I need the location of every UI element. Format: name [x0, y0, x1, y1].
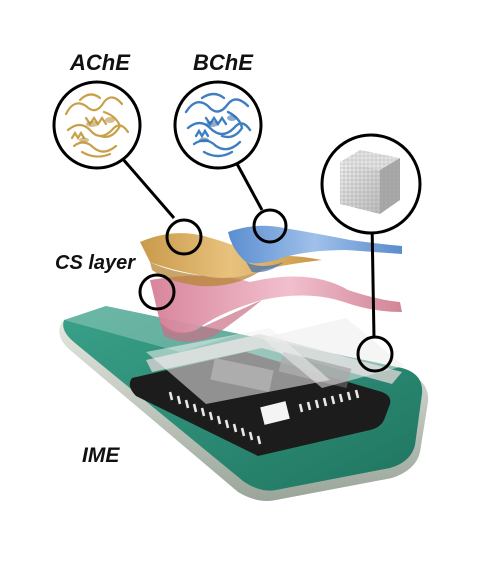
- bche-label: BChE: [193, 50, 253, 75]
- bche-layer: [228, 225, 402, 273]
- cs-layer: [150, 275, 402, 342]
- bche-protein-structure-icon: [173, 80, 263, 170]
- ache-layer-callout-ring: [165, 218, 203, 256]
- callout-lines: [120, 157, 376, 339]
- ime-label: IME: [82, 444, 120, 467]
- cs-layer-callout-ring: [138, 273, 176, 311]
- ache-protein-structure-icon: [52, 80, 142, 170]
- porous-cube-icon: [320, 133, 422, 235]
- ime-callout-ring: [356, 335, 394, 373]
- electrode-fingers: [168, 389, 360, 445]
- cs-layer-label: CS layer: [55, 252, 136, 274]
- bche-layer-callout-ring: [252, 208, 288, 244]
- ache-label: AChE: [70, 50, 130, 75]
- callout-rings: [138, 208, 394, 373]
